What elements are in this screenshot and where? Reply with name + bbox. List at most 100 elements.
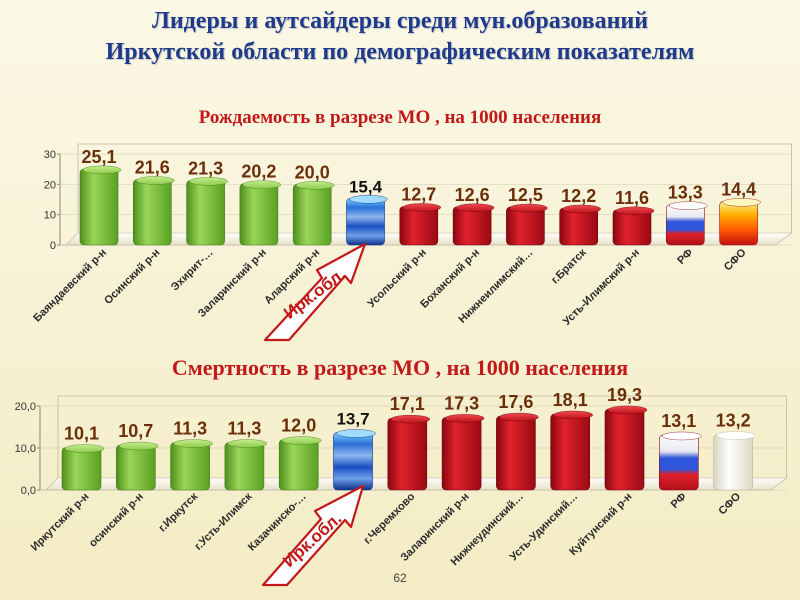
death-bar-body: [604, 408, 645, 491]
birth-bar-body: [292, 184, 332, 246]
death-bar-body: [224, 442, 265, 491]
death-bar: [333, 429, 376, 491]
birth-bar-body: [239, 183, 279, 246]
death-bar-body: [550, 413, 591, 491]
death-rate-chart: 0,0 10,0 20,0 10,1 Иркутский р-н 10,7 осинский…: [15, 385, 788, 587]
callout-arrow-icon: [263, 242, 367, 342]
birth-bar-body: [665, 204, 705, 246]
death-data-label: 17,1: [390, 394, 425, 414]
birth-bar-top: [349, 195, 388, 204]
death-bar-body: [387, 417, 428, 491]
birth-bar-top: [82, 165, 122, 175]
death-category-label: СФО: [716, 490, 743, 517]
birth-category-label: Баяндаевский р-н: [31, 247, 109, 325]
death-bar-top: [553, 410, 593, 420]
birth-bar: [612, 206, 655, 246]
page-title-line-1: Лидеры и аутсайдеры среди мун.образовани…: [151, 8, 649, 34]
death-data-label: 10,1: [64, 424, 99, 444]
death-bar-body: [658, 434, 699, 491]
birth-data-label: 20,2: [241, 162, 276, 182]
death-bar: [713, 431, 756, 491]
death-category-label: г.Иркутск: [157, 490, 201, 534]
death-y-tick-label: 20,0: [15, 401, 36, 413]
birth-data-label: 14,4: [721, 179, 756, 199]
birth-bar-top: [562, 204, 601, 214]
birth-bar-body: [399, 206, 439, 246]
callout-arrow-icon: [261, 484, 365, 587]
death-bar-top: [607, 405, 648, 415]
birth-bar-top: [722, 198, 761, 207]
birth-category-label: СФО: [722, 246, 749, 273]
death-data-label: 19,3: [607, 385, 642, 405]
death-bar: [224, 439, 268, 491]
birth-bar-body: [79, 168, 119, 246]
death-y-tick-label: 10,0: [15, 443, 36, 455]
death-data-label: 17,3: [444, 393, 479, 413]
death-bar-top: [716, 431, 756, 440]
death-bar-top: [444, 414, 485, 423]
page-title-line-2: Иркутской области по демографическим пок…: [105, 39, 695, 65]
birth-bar-top: [509, 203, 548, 213]
birth-bar-body: [719, 201, 758, 246]
birth-bar: [665, 201, 708, 246]
death-category-label: г.Усть-Илимск: [192, 490, 254, 552]
birth-bar-top: [296, 181, 335, 190]
page-number: 62: [393, 571, 407, 585]
death-bar: [170, 439, 213, 491]
birth-rate-chart: 0 10 20 30 25,1 Баяндаевский р-н 21,6 Осинский …: [31, 143, 793, 342]
death-bar-top: [173, 439, 213, 448]
death-bar-top: [336, 429, 376, 438]
death-bar-top: [662, 431, 702, 441]
birth-category-label: Эхирит-…: [169, 247, 216, 294]
birth-bar-body: [452, 206, 492, 246]
birth-bar-body: [506, 206, 545, 246]
death-data-label: 13,7: [336, 409, 369, 428]
death-bar-body: [333, 432, 373, 491]
death-bar-body: [61, 447, 102, 491]
birth-bar-body: [346, 197, 385, 246]
death-rate-chart-title: Смертность в разрезе МО , на 1000 населе…: [171, 355, 629, 380]
birth-data-label: 11,6: [615, 188, 649, 208]
birth-data-label: 12,7: [401, 184, 436, 204]
birth-bar: [133, 176, 175, 246]
birth-bar: [239, 180, 282, 246]
death-category-label: Иркутский р-н: [29, 491, 92, 554]
birth-category-label: Осинский р-н: [102, 247, 162, 307]
birth-bar: [346, 195, 388, 246]
death-bar-top: [119, 441, 159, 451]
death-category-label: РФ: [669, 491, 689, 511]
death-bar: [278, 436, 322, 491]
birth-bar-top: [669, 201, 708, 210]
death-data-label: 13,2: [716, 411, 751, 431]
death-chart-wall: [57, 395, 787, 478]
birth-data-label: 12,5: [508, 185, 543, 205]
birth-bar-top: [455, 203, 495, 212]
birth-data-label: 21,6: [135, 157, 170, 177]
birth-bar: [399, 203, 441, 246]
birth-bar-body: [133, 179, 172, 246]
birth-bar: [559, 204, 601, 246]
death-bar: [496, 412, 539, 491]
birth-data-label: 12,6: [455, 185, 490, 205]
birth-bar-body: [612, 209, 652, 246]
birth-bar-top: [189, 177, 228, 186]
birth-data-label: 15,4: [349, 177, 383, 196]
death-bar: [116, 441, 159, 491]
death-bar: [441, 414, 485, 491]
death-bar-body: [713, 434, 753, 491]
death-data-label: 17,6: [498, 392, 533, 412]
page-title: Лидеры и аутсайдеры среди мун.образовани…: [0, 6, 800, 68]
death-data-label: 11,3: [173, 419, 207, 439]
birth-y-tick-label: 10: [44, 210, 56, 222]
death-bar-top: [64, 444, 105, 453]
birth-bar-body: [559, 207, 599, 246]
birth-bar-top: [402, 203, 441, 212]
birth-y-tick-label: 0: [50, 240, 56, 252]
death-bar-top: [390, 414, 430, 424]
death-data-label: 12,0: [281, 416, 316, 436]
birth-data-label: 13,3: [668, 183, 703, 203]
death-bar-body: [278, 439, 319, 491]
birth-bar: [506, 203, 548, 246]
birth-bar: [452, 203, 495, 246]
